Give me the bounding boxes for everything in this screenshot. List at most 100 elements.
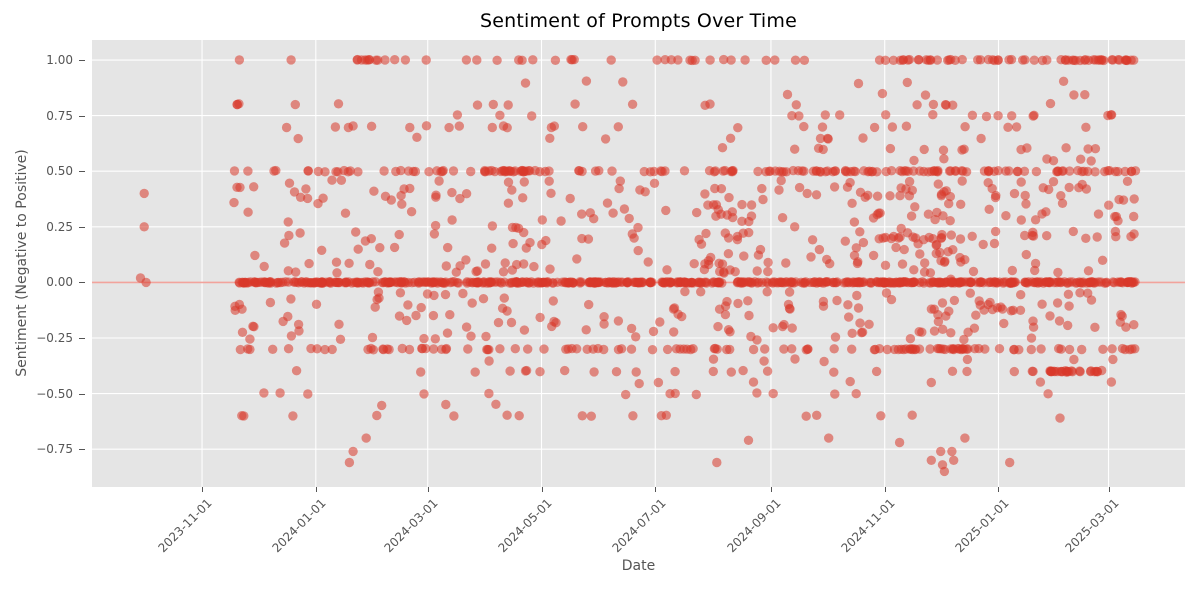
data-point [495, 344, 505, 354]
data-point [353, 167, 363, 177]
data-point [903, 166, 913, 176]
data-point [928, 110, 938, 120]
data-point [245, 334, 255, 344]
data-point [938, 211, 948, 221]
data-point [502, 123, 512, 133]
data-point [873, 277, 883, 288]
data-point [461, 255, 471, 265]
scatter-points [135, 54, 1141, 477]
data-point [286, 294, 296, 304]
data-point [577, 209, 587, 219]
data-point [373, 267, 383, 277]
data-point [599, 319, 609, 329]
data-point [842, 167, 852, 177]
data-point [394, 311, 405, 321]
data-point [945, 216, 955, 226]
data-point [631, 367, 641, 377]
data-point [643, 257, 653, 267]
data-point [937, 298, 948, 308]
data-point [1006, 54, 1017, 65]
data-point [624, 213, 634, 224]
data-point [429, 229, 440, 239]
data-point [691, 389, 701, 400]
data-point [926, 455, 936, 465]
data-point [488, 99, 498, 110]
data-point [794, 182, 805, 193]
data-point [662, 344, 673, 355]
data-point [619, 204, 630, 214]
chart-title: Sentiment of Prompts Over Time [480, 10, 797, 32]
data-point [521, 365, 532, 376]
data-point [327, 175, 337, 185]
data-point [491, 399, 501, 409]
data-point [1056, 344, 1066, 354]
data-point [419, 333, 429, 344]
data-point [806, 252, 816, 262]
data-point [232, 99, 242, 110]
data-point [302, 193, 313, 204]
data-point [1075, 278, 1086, 288]
data-point [379, 166, 389, 176]
data-point [1020, 55, 1030, 65]
data-point [447, 277, 457, 287]
data-point [958, 166, 968, 176]
data-point [631, 332, 641, 342]
data-point [799, 55, 810, 65]
data-point [351, 278, 362, 288]
data-point [880, 55, 891, 65]
data-point [466, 166, 476, 177]
data-point [907, 410, 917, 420]
data-point [334, 319, 344, 329]
y-tick-mark [79, 338, 85, 339]
data-point [1036, 344, 1046, 354]
data-point [1064, 301, 1074, 311]
x-tick-mark [770, 487, 772, 492]
data-point [397, 199, 407, 209]
x-tick-mark [427, 487, 429, 492]
data-point [611, 367, 622, 377]
data-point [493, 317, 504, 328]
data-point [343, 167, 353, 177]
data-point [377, 400, 387, 411]
data-point [701, 228, 711, 239]
data-point [317, 245, 327, 255]
data-point [912, 100, 922, 110]
data-point [1104, 200, 1114, 210]
data-point [830, 389, 840, 399]
data-point [466, 331, 476, 341]
data-point [963, 327, 973, 337]
data-point [581, 76, 592, 86]
data-point [675, 277, 685, 288]
data-point [1075, 288, 1085, 298]
data-point [295, 228, 305, 238]
data-point [661, 205, 671, 216]
data-point [905, 334, 916, 344]
data-point [719, 268, 729, 278]
data-point [803, 344, 813, 354]
data-point [817, 278, 827, 288]
data-point [915, 249, 925, 259]
data-point [759, 356, 769, 366]
y-tick-label: 0.25 [46, 219, 73, 234]
data-point [956, 199, 966, 209]
data-point [906, 211, 917, 221]
data-point [590, 166, 601, 176]
data-point [416, 302, 426, 313]
data-point [468, 277, 479, 287]
y-tick-label: −0.75 [36, 442, 73, 457]
data-point [1012, 166, 1022, 177]
data-point [499, 293, 509, 303]
data-point [348, 121, 358, 131]
data-point [891, 242, 901, 253]
data-point [708, 277, 719, 287]
data-point [1106, 377, 1117, 387]
data-point [790, 144, 800, 154]
data-point [847, 198, 857, 208]
data-point [548, 296, 558, 306]
data-point [908, 232, 918, 242]
data-point [746, 200, 757, 210]
data-point [871, 366, 882, 377]
data-point [438, 278, 448, 288]
data-point [662, 265, 672, 275]
data-point [234, 55, 245, 65]
